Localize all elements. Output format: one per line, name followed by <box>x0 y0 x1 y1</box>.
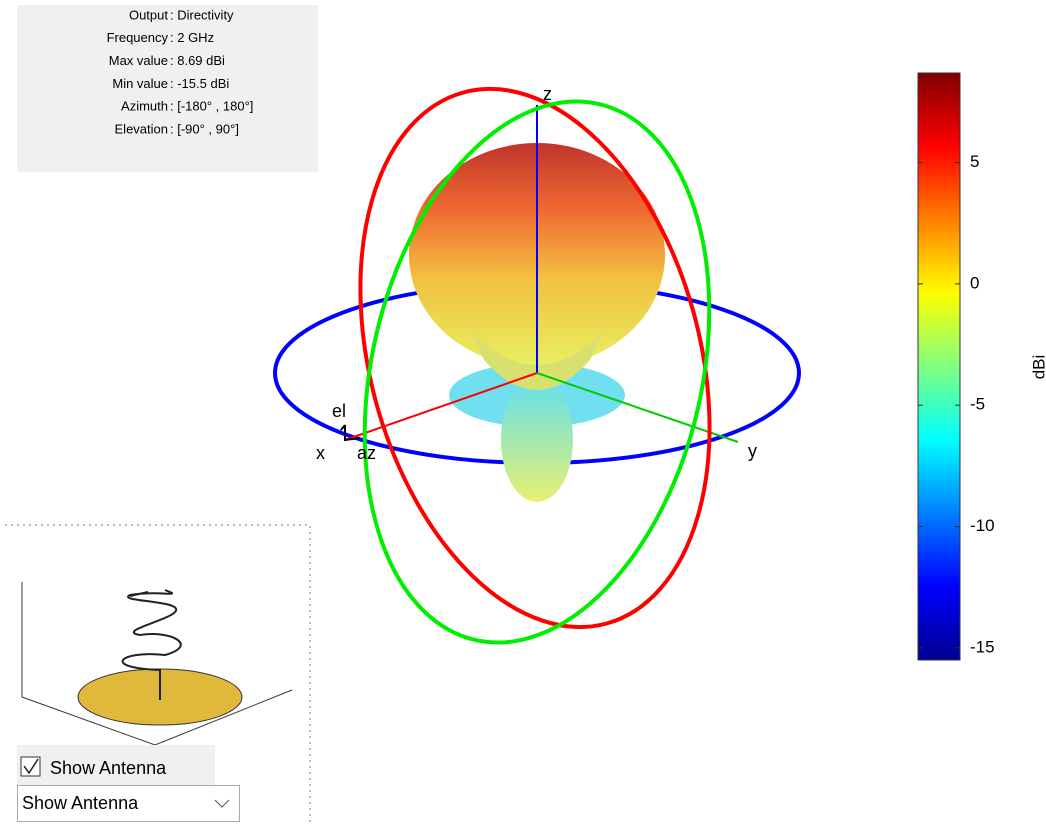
info-value: : 8.69 dBi <box>170 53 225 68</box>
checkbox-label[interactable]: Show Antenna <box>50 758 167 778</box>
back-lobe <box>501 378 573 502</box>
label-az: az <box>357 443 376 463</box>
dropdown-arrow <box>214 799 230 808</box>
colorbar-tick-label: 5 <box>970 152 979 171</box>
colorbar: dBi 5 0 -5 -10 -15 <box>917 72 1046 661</box>
elevation-circle-xz <box>358 86 712 630</box>
x-axis <box>344 372 538 441</box>
colorbar-gradient <box>917 72 961 661</box>
colorbar-tick-label: -5 <box>970 395 985 414</box>
check-mark <box>23 758 39 775</box>
info-label: Frequency <box>107 30 169 45</box>
inset-axes <box>21 582 293 746</box>
colorbar-label: dBi <box>1029 355 1046 380</box>
info-label: Elevation <box>115 121 168 136</box>
info-value: : 2 GHz <box>170 30 214 45</box>
lobe-neck <box>470 330 604 390</box>
info-value: : -15.5 dBi <box>170 76 229 91</box>
dropdown[interactable] <box>17 785 240 822</box>
helix <box>121 589 182 700</box>
axis-label-x: x <box>316 443 325 463</box>
info-panel <box>17 5 318 172</box>
colorbar-tick-label: -15 <box>970 637 995 656</box>
info-label: Output <box>129 7 168 22</box>
pattern-plot: z x y el az <box>273 84 801 645</box>
elevation-circle-yz <box>362 99 712 645</box>
dropdown-value: Show Antenna <box>22 793 139 813</box>
colorbar-tick-label: -10 <box>970 516 995 535</box>
axis-label-y: y <box>748 441 757 461</box>
info-label: Azimuth <box>121 99 168 114</box>
colorbar-tick-label: 0 <box>970 273 979 292</box>
info-value: : Directivity <box>170 7 234 22</box>
checkbox-panel <box>17 745 215 785</box>
checkbox[interactable] <box>20 756 41 777</box>
angle-indicator <box>340 424 361 442</box>
info-label: Min value <box>112 76 168 91</box>
info-value: : [-180° , 180°] <box>170 99 253 114</box>
y-axis <box>536 372 739 443</box>
label-el: el <box>332 401 346 421</box>
axis-label-z: z <box>543 84 552 104</box>
info-value: : [-90° , 90°] <box>170 121 239 136</box>
antenna-inset: Show Antenna Show Antenna <box>5 524 311 823</box>
info-label: Max value <box>109 53 168 68</box>
